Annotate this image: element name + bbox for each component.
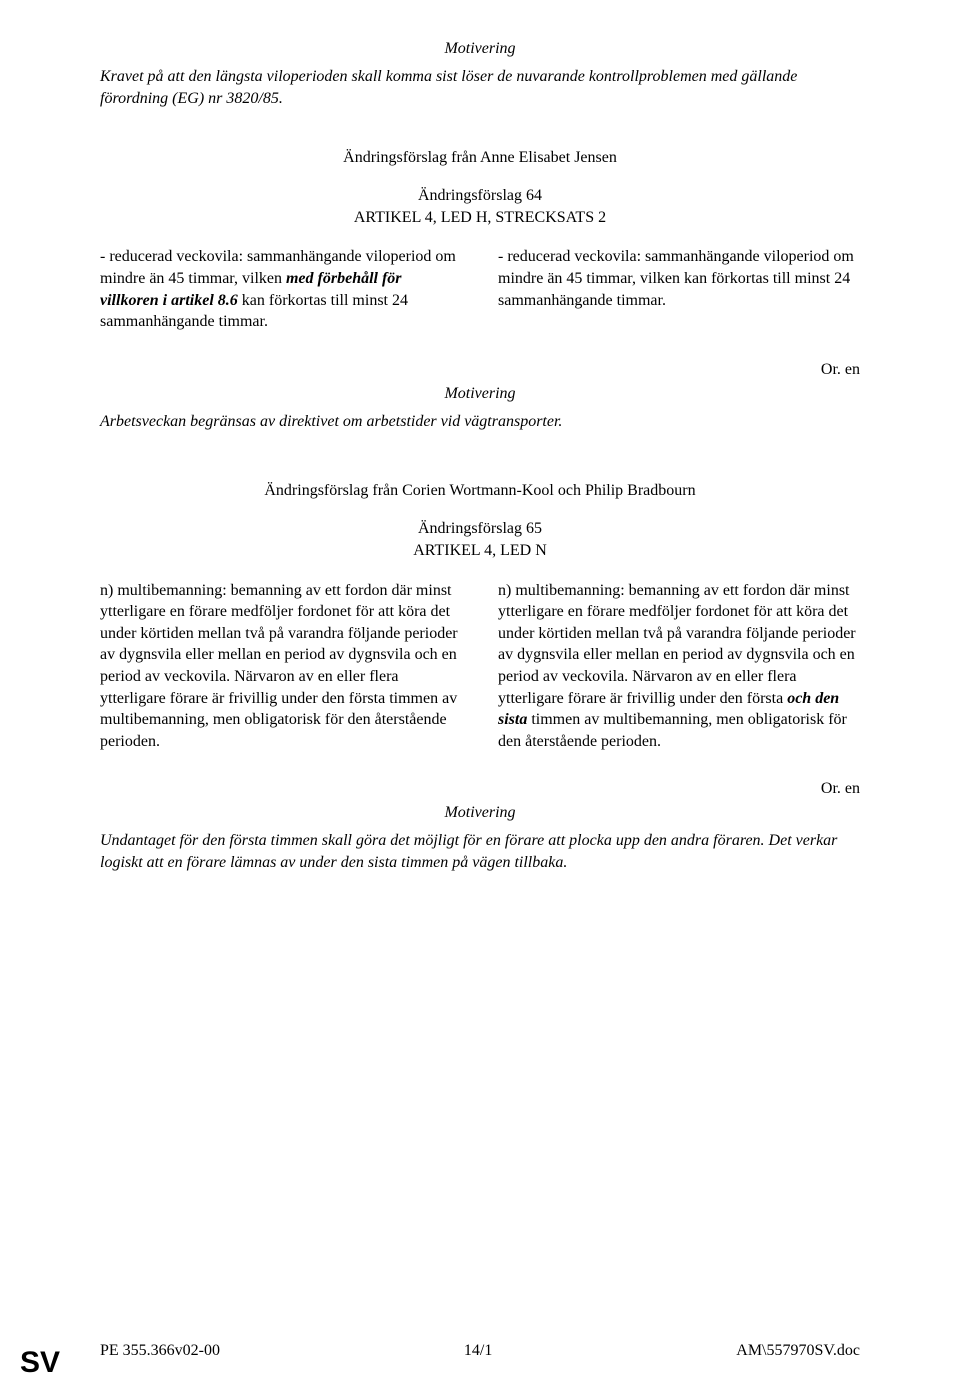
amendment-number-2: Ändringsförslag 65: [418, 520, 542, 537]
comparison-row-2: n) multibemanning: bemanning av ett ford…: [100, 580, 860, 753]
amendment-from-1: Ändringsförslag från Anne Elisabet Jense…: [100, 149, 860, 167]
or-en-2: Or. en: [100, 780, 860, 798]
amendment-title-2: Ändringsförslag 65 ARTIKEL 4, LED N: [100, 518, 860, 561]
justification-1: Arbetsveckan begränsas av direktivet om …: [100, 411, 860, 433]
footer-right: AM\557970SV.doc: [736, 1342, 860, 1360]
article-ref-1: ARTIKEL 4, LED H, STRECKSATS 2: [354, 209, 606, 226]
amendment-from-2: Ändringsförslag från Corien Wortmann-Koo…: [100, 482, 860, 500]
intro-paragraph: Kravet på att den längsta viloperioden s…: [100, 66, 860, 109]
right-col-1: - reducerad veckovila: sammanhängande vi…: [498, 246, 860, 332]
comparison-row-1: - reducerad veckovila: sammanhängande vi…: [100, 246, 860, 332]
article-ref-2: ARTIKEL 4, LED N: [413, 542, 547, 559]
sv-label: SV: [20, 1346, 60, 1380]
left-text-1a: - reducerad veckovila: sammanhängande vi…: [100, 248, 456, 287]
left-col-2: n) multibemanning: bemanning av ett ford…: [100, 580, 462, 753]
footer-left: PE 355.366v02-00: [100, 1342, 220, 1360]
page-footer: PE 355.366v02-00 14/1 AM\557970SV.doc: [100, 1342, 860, 1360]
footer-center: 14/1: [464, 1342, 492, 1360]
right-col-2: n) multibemanning: bemanning av ett ford…: [498, 580, 860, 753]
or-en-1: Or. en: [100, 361, 860, 379]
motivering-label-2: Motivering: [100, 385, 860, 403]
motivering-label-1: Motivering: [100, 40, 860, 58]
amendment-number-1: Ändringsförslag 64: [418, 187, 542, 204]
justification-2: Undantaget för den första timmen skall g…: [100, 830, 860, 873]
motivering-label-3: Motivering: [100, 804, 860, 822]
amendment-title-1: Ändringsförslag 64 ARTIKEL 4, LED H, STR…: [100, 185, 860, 228]
left-col-1: - reducerad veckovila: sammanhängande vi…: [100, 246, 462, 332]
right-text-2b: timmen av multibemanning, men obligatori…: [498, 711, 847, 750]
right-text-2a: n) multibemanning: bemanning av ett ford…: [498, 582, 856, 707]
